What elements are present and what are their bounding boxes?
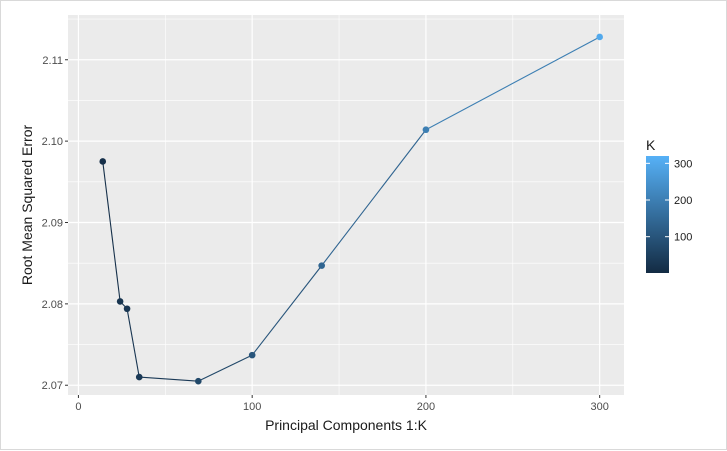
x-axis: 0 100 200 300 [75,395,609,413]
legend-colorbar [646,156,669,273]
grid-minor [68,15,624,395]
data-point [248,351,256,359]
legend-title: K [646,137,656,153]
y-axis-title: Root Mean Squared Error [19,125,35,286]
x-tick-label: 300 [590,401,608,413]
data-point [195,377,202,385]
y-tick-label: 2.08 [42,299,63,311]
grid-major [68,15,624,395]
y-tick-label: 2.07 [42,380,63,392]
line-segment [102,161,121,302]
series-layer [99,33,603,385]
data-point [596,33,603,41]
y-tick-label: 2.11 [42,55,63,67]
legend-tick-label: 100 [674,232,692,244]
data-point [116,298,124,305]
data-point [318,262,325,269]
line-segment [198,354,253,382]
line-segment [425,36,600,131]
y-axis: 2.07 2.08 2.09 2.10 2.11 [42,55,68,392]
x-axis-title: Principal Components 1:K [265,417,428,433]
x-tick-label: 0 [75,401,81,413]
data-point [422,126,430,134]
line-segment [251,265,323,356]
line-segment [126,308,140,378]
data-point [99,158,107,165]
data-point [123,305,131,313]
plot-panel [68,15,624,395]
color-legend: K 100 200 300 [646,137,692,273]
legend-tick-label: 200 [674,195,692,207]
line-segment [139,376,199,382]
line-segment [321,129,427,266]
legend-ticks: 100 200 300 [646,158,692,244]
x-tick-label: 100 [243,401,261,413]
x-tick-label: 200 [417,401,435,413]
y-tick-label: 2.09 [42,217,63,229]
legend-tick-label: 300 [674,158,692,170]
y-tick-label: 2.10 [42,136,63,148]
data-point [135,373,143,381]
